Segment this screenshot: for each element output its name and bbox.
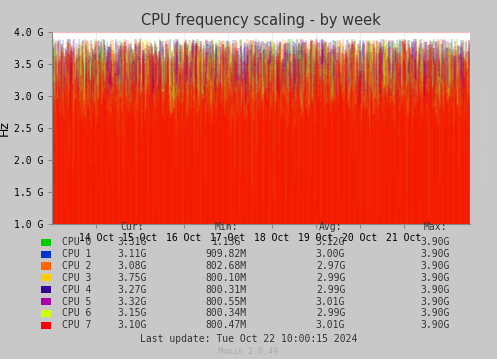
- Text: CPU 1: CPU 1: [62, 249, 91, 259]
- Text: 2.99G: 2.99G: [316, 285, 345, 295]
- Text: CPU 3: CPU 3: [62, 273, 91, 283]
- Text: 3.90G: 3.90G: [420, 249, 450, 259]
- Text: CPU 4: CPU 4: [62, 285, 91, 295]
- Text: 800.10M: 800.10M: [206, 273, 247, 283]
- Text: Max:: Max:: [423, 223, 447, 233]
- Text: Cur:: Cur:: [120, 223, 144, 233]
- Text: 3.01G: 3.01G: [316, 297, 345, 307]
- Text: 800.34M: 800.34M: [206, 308, 247, 318]
- Text: 3.00G: 3.00G: [316, 249, 345, 259]
- Text: CPU 5: CPU 5: [62, 297, 91, 307]
- Text: 800.55M: 800.55M: [206, 297, 247, 307]
- Text: CPU 0: CPU 0: [62, 237, 91, 247]
- Text: RRDTOOL / TOBI OETIKER: RRDTOOL / TOBI OETIKER: [482, 90, 488, 183]
- Text: 3.12G: 3.12G: [316, 237, 345, 247]
- Text: 3.27G: 3.27G: [117, 285, 147, 295]
- Text: 802.68M: 802.68M: [206, 261, 247, 271]
- Text: 3.10G: 3.10G: [117, 320, 147, 330]
- Text: 3.90G: 3.90G: [420, 297, 450, 307]
- Text: 3.01G: 3.01G: [316, 320, 345, 330]
- Text: Last update: Tue Oct 22 10:00:15 2024: Last update: Tue Oct 22 10:00:15 2024: [140, 334, 357, 344]
- Text: 3.90G: 3.90G: [420, 237, 450, 247]
- Text: Avg:: Avg:: [319, 223, 342, 233]
- Text: Munin 2.0.49: Munin 2.0.49: [219, 347, 278, 356]
- Text: 3.08G: 3.08G: [117, 261, 147, 271]
- Title: CPU frequency scaling - by week: CPU frequency scaling - by week: [141, 13, 381, 28]
- Text: 3.11G: 3.11G: [117, 249, 147, 259]
- Text: 800.31M: 800.31M: [206, 285, 247, 295]
- Text: 800.47M: 800.47M: [206, 320, 247, 330]
- Text: 2.97G: 2.97G: [316, 261, 345, 271]
- Text: CPU 7: CPU 7: [62, 320, 91, 330]
- Text: 2.99G: 2.99G: [316, 308, 345, 318]
- Text: 909.82M: 909.82M: [206, 249, 247, 259]
- Text: 3.31G: 3.31G: [117, 237, 147, 247]
- Text: 3.90G: 3.90G: [420, 261, 450, 271]
- Text: 3.15G: 3.15G: [117, 308, 147, 318]
- Text: 2.99G: 2.99G: [316, 273, 345, 283]
- Text: 3.90G: 3.90G: [420, 308, 450, 318]
- Text: 3.32G: 3.32G: [117, 297, 147, 307]
- Text: Min:: Min:: [214, 223, 238, 233]
- Text: 3.90G: 3.90G: [420, 320, 450, 330]
- Text: 3.90G: 3.90G: [420, 273, 450, 283]
- Text: CPU 2: CPU 2: [62, 261, 91, 271]
- Text: CPU 6: CPU 6: [62, 308, 91, 318]
- Y-axis label: Hz: Hz: [0, 120, 11, 136]
- Text: 1.13G: 1.13G: [211, 237, 241, 247]
- Text: 3.90G: 3.90G: [420, 285, 450, 295]
- Text: 3.75G: 3.75G: [117, 273, 147, 283]
